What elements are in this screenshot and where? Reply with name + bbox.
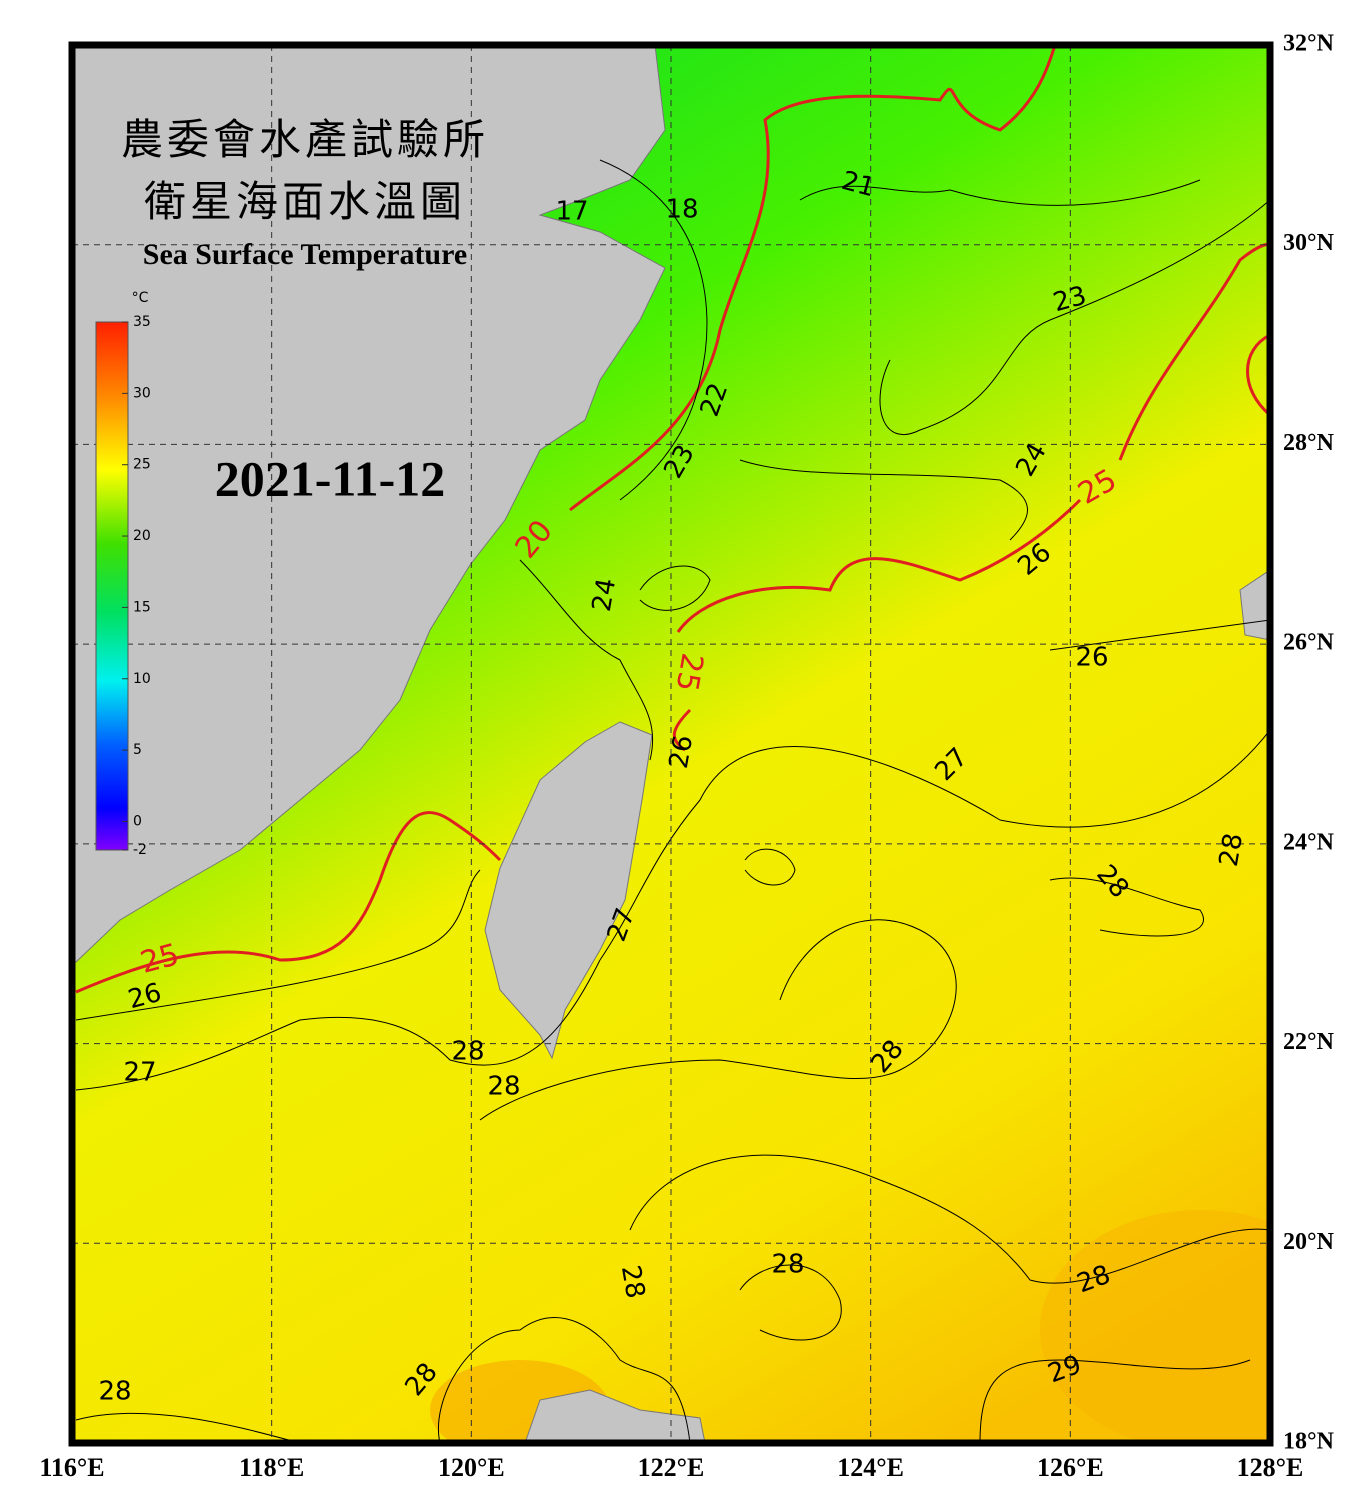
contour-label: 28 bbox=[1214, 831, 1249, 869]
colorbar-unit: °C bbox=[132, 290, 149, 306]
lon-label: 122°E bbox=[638, 1453, 705, 1482]
lat-label: 26°N bbox=[1283, 630, 1335, 656]
colorbar-tick-label: 10 bbox=[133, 671, 151, 687]
contour-label: 17 bbox=[555, 197, 588, 227]
colorbar-tick-label: 30 bbox=[133, 385, 151, 401]
lat-label: 24°N bbox=[1283, 829, 1335, 855]
contour-label: 26 bbox=[664, 733, 699, 771]
lat-label: 28°N bbox=[1283, 430, 1335, 456]
contour-label: 28 bbox=[487, 1072, 520, 1102]
graticule bbox=[72, 45, 1270, 1443]
contour-label: 28 bbox=[771, 1250, 804, 1280]
colorbar-tick-label: 5 bbox=[133, 742, 142, 758]
contour-label: 27 bbox=[123, 1058, 156, 1088]
contour-label: 25 bbox=[668, 650, 709, 694]
contour-label: 28 bbox=[451, 1037, 484, 1067]
isotherm-black bbox=[75, 159, 1270, 1443]
map-frame bbox=[68, 41, 1274, 1447]
contour-label: 24 bbox=[587, 576, 622, 614]
lon-label: 124°E bbox=[837, 1453, 904, 1482]
title-zh: 農委會水產試驗所 bbox=[121, 115, 489, 164]
contour-label: 28 bbox=[615, 1263, 650, 1301]
map-area bbox=[72, 45, 1270, 1443]
colorbar-tick-label: 35 bbox=[133, 314, 151, 330]
colorbar-tick-label: 15 bbox=[133, 599, 151, 615]
lon-label: 118°E bbox=[239, 1453, 304, 1482]
warm-patch bbox=[1040, 1210, 1270, 1443]
contour-label: 28 bbox=[98, 1377, 131, 1407]
lon-label: 128°E bbox=[1237, 1453, 1304, 1482]
land-ryukyu bbox=[1239, 569, 1270, 641]
lat-label: 20°N bbox=[1283, 1229, 1335, 1255]
title-zh: 衛星海面水溫圖 bbox=[144, 177, 466, 226]
lon-label: 120°E bbox=[438, 1453, 505, 1482]
lon-label: 116°E bbox=[39, 1453, 104, 1482]
land-taiwan bbox=[484, 721, 653, 1060]
lat-label: 18°N bbox=[1283, 1429, 1335, 1455]
title-en: Sea Surface Temperature bbox=[143, 238, 467, 271]
lat-label: 22°N bbox=[1283, 1029, 1335, 1055]
colorbar bbox=[95, 321, 129, 851]
colorbar-tick-label: 0 bbox=[133, 813, 142, 829]
land-luzon bbox=[524, 1389, 706, 1443]
contour-label: 26 bbox=[1075, 643, 1108, 673]
lat-label: 30°N bbox=[1283, 230, 1335, 256]
colorbar-tick-label: 25 bbox=[133, 457, 151, 473]
colorbar-tick-label: -2 bbox=[133, 842, 147, 858]
land-china bbox=[72, 45, 666, 963]
colorbar-tick-label: 20 bbox=[133, 528, 151, 544]
lon-label: 126°E bbox=[1037, 1453, 1104, 1482]
contour-label: 18 bbox=[665, 195, 698, 225]
date: 2021-11-12 bbox=[215, 450, 446, 506]
lat-label: 32°N bbox=[1283, 31, 1335, 57]
